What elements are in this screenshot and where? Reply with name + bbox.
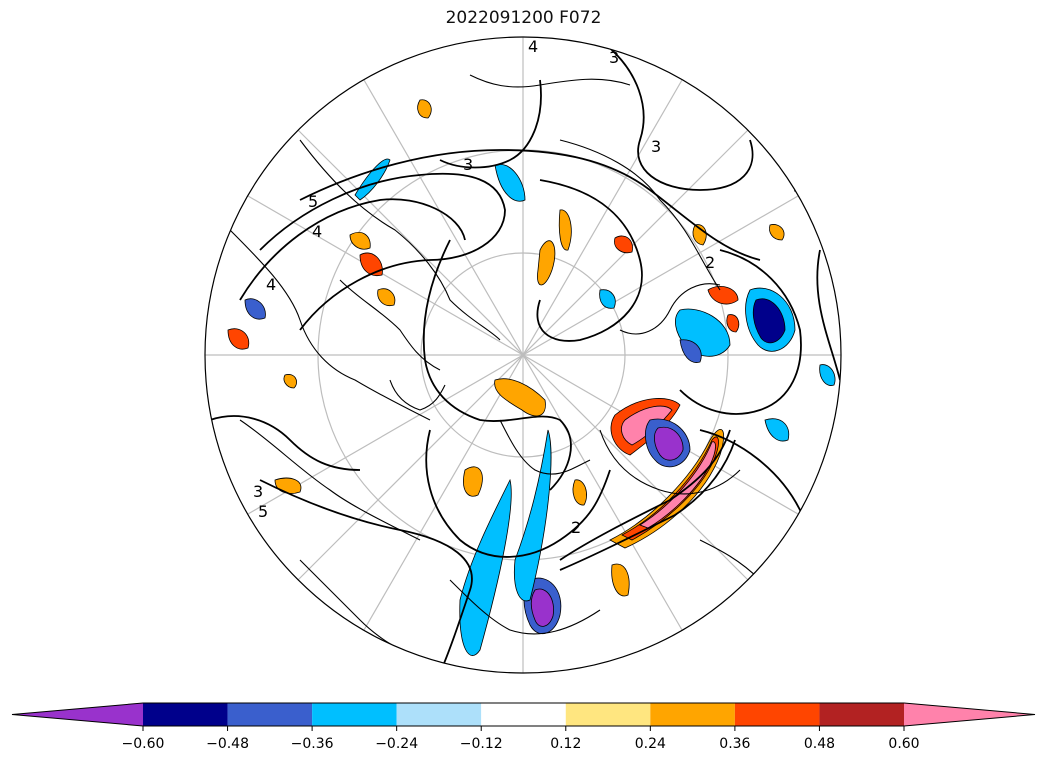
colorbar-bin [819,703,904,726]
map-content: 4 3 3 3 5 4 4 3 2 3 5 2 [205,37,841,673]
colorbar-bin [227,703,313,726]
coastlines [229,74,801,661]
contour-label: 3 [463,155,473,174]
contour-lines [209,39,841,673]
colorbar-tick-label: 0.60 [888,736,919,752]
contour-label: 2 [705,253,715,272]
colorbar-tick-label: −0.24 [375,736,418,752]
colorbar: −0.60 −0.48 −0.36 −0.24 −0.12 0.12 0.24 … [11,702,1036,752]
colorbar-bin [650,703,735,726]
map-boundary [204,36,842,674]
polar-map: 4 3 3 3 5 4 4 3 2 3 5 2 [204,36,842,674]
colorbar-tick-label: 0.12 [550,736,581,752]
contour-label: 4 [312,222,322,241]
contour-label: 3 [793,177,803,196]
anomaly-fills [227,99,836,656]
contour-label: 5 [308,192,318,211]
colorbar-tick-label: −0.36 [291,736,334,752]
colorbar-tick-label: −0.12 [460,736,503,752]
contour-label: 4 [266,275,276,294]
contour-label: 3 [609,48,619,67]
colorbar-bin [143,703,228,726]
contour-label: 5 [258,502,268,521]
colorbar-bin [565,703,651,726]
contour-label: 3 [253,482,263,501]
colorbar-bin [396,703,482,726]
colorbar-labels: −0.60 −0.48 −0.36 −0.24 −0.12 0.12 0.24 … [122,736,920,752]
colorbar-tick-label: 0.24 [635,736,666,752]
contour-label: 3 [651,137,661,156]
colorbar-bin [481,703,566,726]
colorbar-ticks [142,726,905,731]
colorbar-tick-label: −0.48 [206,736,249,752]
colorbar-extend-max [904,703,1035,726]
contour-label: 2 [571,518,581,537]
colorbar-extend-min [12,703,143,726]
colorbar-tick-label: −0.60 [122,736,165,752]
colorbar-bin [734,703,820,726]
colorbar-tick-label: 0.36 [719,736,750,752]
colorbar-fills [11,702,1036,727]
chart-title: 2022091200 F072 [445,8,602,28]
colorbar-bin [312,703,397,726]
colorbar-tick-label: 0.48 [804,736,835,752]
contour-label: 4 [528,37,538,56]
